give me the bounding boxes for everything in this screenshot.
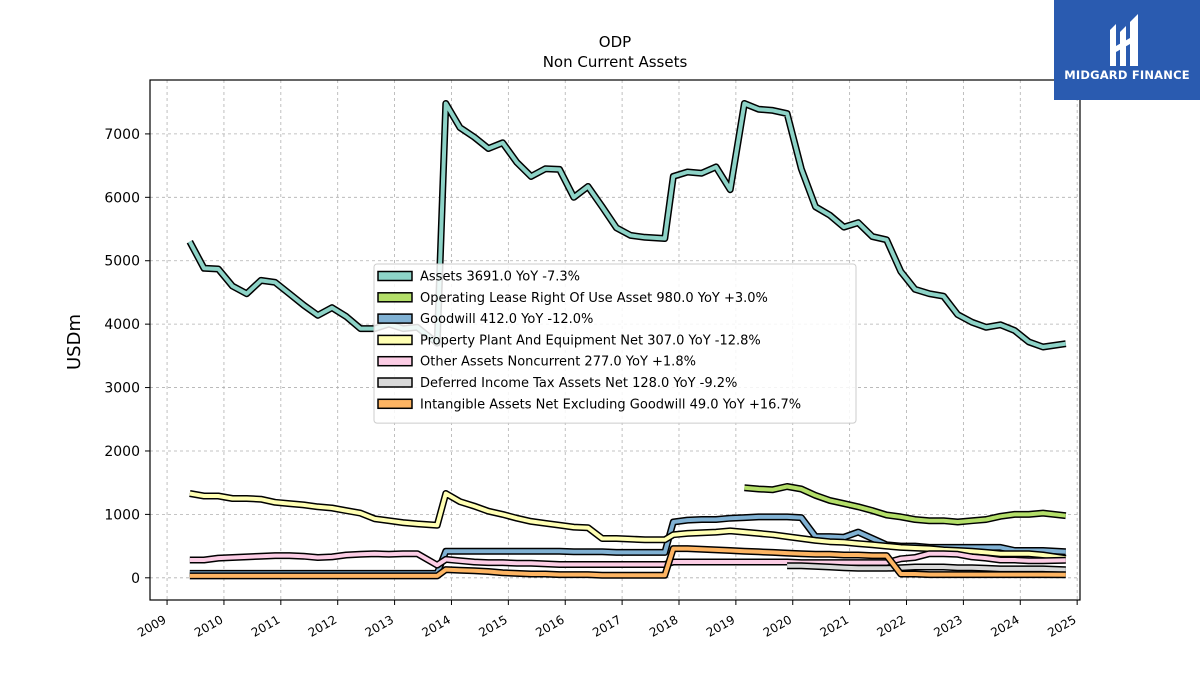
legend-swatch	[377, 313, 413, 324]
x-tick-label: 2015	[476, 612, 509, 639]
legend-label: Other Assets Noncurrent 277.0 YoY +1.8%	[420, 355, 696, 370]
series-line	[744, 484, 1067, 524]
legend-label: Assets 3691.0 YoY -7.3%	[420, 270, 580, 285]
series-line	[189, 551, 1066, 568]
legend-label: Goodwill 412.0 YoY -12.0%	[420, 312, 593, 327]
legend-label: Intangible Assets Net Excluding Goodwill…	[420, 397, 801, 412]
legend-entry: Intangible Assets Net Excluding Goodwill…	[377, 397, 801, 412]
legend-swatch	[377, 355, 413, 367]
y-tick-label: 5000	[104, 254, 140, 270]
legend-entry: Operating Lease Right Of Use Asset 980.0…	[377, 291, 768, 306]
legend-swatch	[377, 292, 413, 303]
legend-entry: Goodwill 412.0 YoY -12.0%	[377, 312, 593, 327]
legend-label: Operating Lease Right Of Use Asset 980.0…	[420, 291, 768, 306]
legend-swatch	[377, 398, 413, 410]
x-tick-label: 2017	[590, 612, 623, 639]
x-tick-label: 2013	[363, 612, 396, 639]
series-line	[787, 563, 1066, 572]
y-tick-label: 6000	[104, 190, 140, 206]
legend-label: Deferred Income Tax Assets Net 128.0 YoY…	[420, 376, 737, 391]
x-tick-label: 2020	[761, 612, 794, 639]
x-tick-label: 2021	[818, 612, 851, 639]
x-tick-label: 2009	[135, 612, 168, 639]
y-tick-label: 4000	[104, 317, 140, 333]
y-tick-label: 1000	[104, 507, 140, 523]
x-tick-label: 2024	[988, 612, 1021, 639]
x-tick-label: 2012	[306, 612, 339, 639]
x-tick-label: 2014	[420, 612, 453, 639]
x-tick-label: 2016	[533, 612, 566, 639]
x-tick-label: 2010	[192, 612, 225, 639]
y-axis-label: USDm	[64, 314, 85, 370]
x-tick-label: 2011	[249, 612, 282, 639]
series-6	[787, 562, 1066, 574]
series-line	[189, 491, 1067, 561]
legend-entry: Property Plant And Equipment Net 307.0 Y…	[377, 333, 761, 348]
series-7	[189, 545, 1066, 580]
series-line	[188, 101, 1067, 349]
chart-subtitle: Non Current Assets	[543, 53, 688, 71]
legend-entry: Other Assets Noncurrent 277.0 YoY +1.8%	[377, 355, 696, 370]
legend-swatch	[377, 377, 413, 388]
chart-title: ODP	[599, 33, 631, 51]
legend-swatch	[377, 334, 413, 346]
series-5	[189, 550, 1066, 569]
x-tick-label: 2022	[875, 612, 908, 639]
series-layer	[186, 100, 1067, 580]
brand-name: MIDGARD FINANCE	[1064, 68, 1190, 82]
legend-entry: Deferred Income Tax Assets Net 128.0 YoY…	[377, 376, 737, 391]
y-tick-label: 3000	[104, 381, 140, 397]
series-4	[189, 490, 1067, 562]
y-tick-label: 2000	[104, 444, 140, 460]
series-line	[189, 546, 1066, 578]
y-tick-label: 0	[131, 571, 140, 587]
plot-frame	[149, 79, 1081, 601]
brand-logo-icon	[1110, 14, 1138, 66]
legend: Assets 3691.0 YoY -7.3% Operating Lease R…	[373, 263, 857, 424]
legend-swatch	[377, 270, 413, 282]
legend-box	[373, 263, 857, 424]
series-2	[744, 483, 1067, 526]
brand-logo: MIDGARD FINANCE	[1054, 0, 1200, 100]
x-tick-label: 2019	[704, 612, 737, 639]
x-tick-label: 2023	[931, 612, 964, 639]
y-tick-label: 7000	[104, 127, 140, 143]
series-1	[186, 100, 1067, 351]
x-tick-label: 2018	[647, 612, 680, 639]
legend-label: Property Plant And Equipment Net 307.0 Y…	[420, 333, 761, 348]
legend-entry: Assets 3691.0 YoY -7.3%	[377, 270, 580, 285]
x-tick-label: 2025	[1045, 612, 1078, 639]
